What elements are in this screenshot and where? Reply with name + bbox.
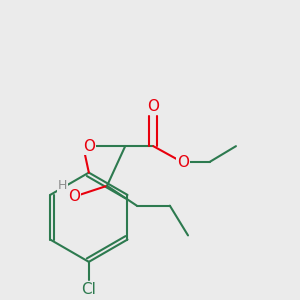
- Text: O: O: [68, 189, 80, 204]
- Text: O: O: [147, 99, 159, 114]
- Text: O: O: [177, 154, 189, 169]
- Text: O: O: [83, 139, 95, 154]
- Text: Cl: Cl: [81, 283, 96, 298]
- Text: H: H: [58, 179, 67, 192]
